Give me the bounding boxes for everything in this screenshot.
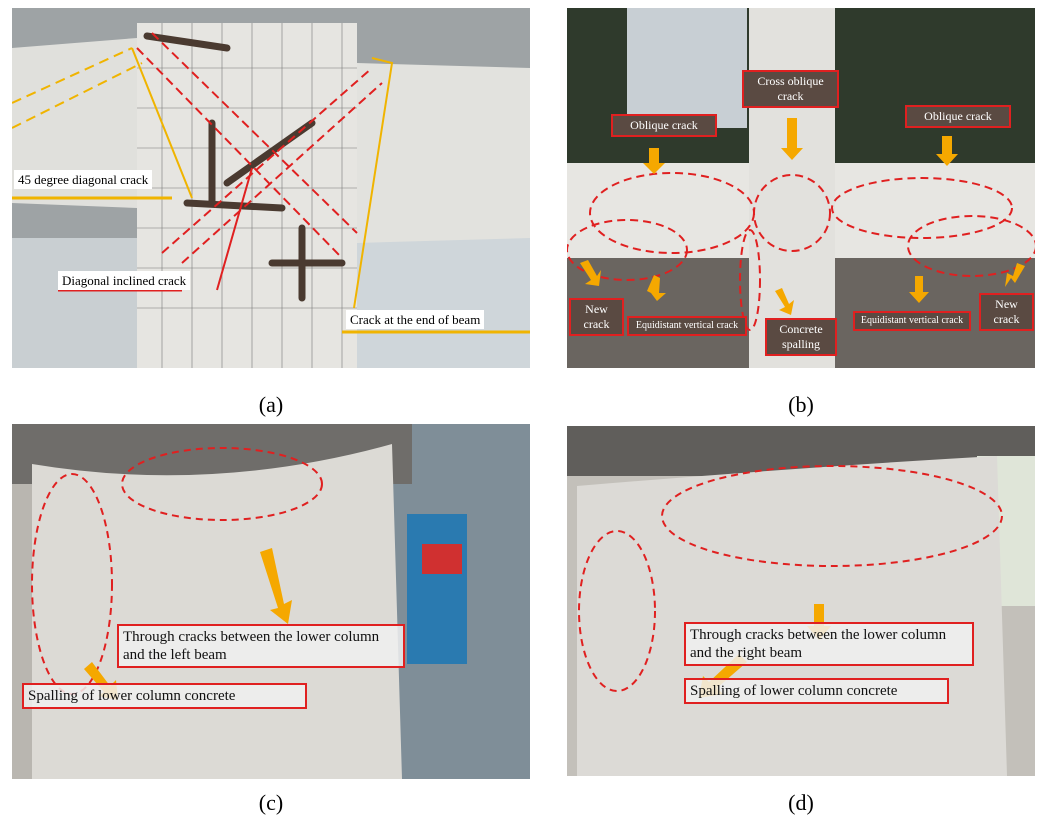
photo-a: 45 degree diagonal crack Diagonal inclin… [12, 8, 530, 368]
photo-c-drawing [12, 424, 530, 779]
annotation: Equidistant vertical crack [627, 316, 747, 336]
annotation: 45 degree diagonal crack [14, 170, 152, 189]
photo-c: Through cracks between the lower column … [12, 424, 530, 779]
annotation: Equidistant vertical crack [853, 311, 971, 331]
annotation: Oblique crack [611, 114, 717, 137]
caption: (d) [771, 790, 831, 816]
annotation: Cross oblique crack [742, 70, 839, 108]
annotation: Through cracks between the lower column … [684, 622, 974, 666]
annotation: Through cracks between the lower column … [117, 624, 405, 668]
annotation: Concrete spalling [765, 318, 837, 356]
photo-d: Through cracks between the lower column … [567, 426, 1035, 776]
annotation: Spalling of lower column concrete [22, 683, 307, 709]
photo-d-drawing [567, 426, 1035, 776]
caption: (c) [241, 790, 301, 816]
photo-b: Cross oblique crack Oblique crack Obliqu… [567, 8, 1035, 368]
annotation: New crack [569, 298, 624, 336]
annotation: Oblique crack [905, 105, 1011, 128]
annotation: New crack [979, 293, 1034, 331]
annotation: Spalling of lower column concrete [684, 678, 949, 704]
caption: (b) [771, 392, 831, 418]
caption: (a) [241, 392, 301, 418]
annotation: Crack at the end of beam [346, 310, 484, 329]
figure: 45 degree diagonal crack Diagonal inclin… [0, 0, 1045, 819]
annotation: Diagonal inclined crack [58, 271, 190, 290]
